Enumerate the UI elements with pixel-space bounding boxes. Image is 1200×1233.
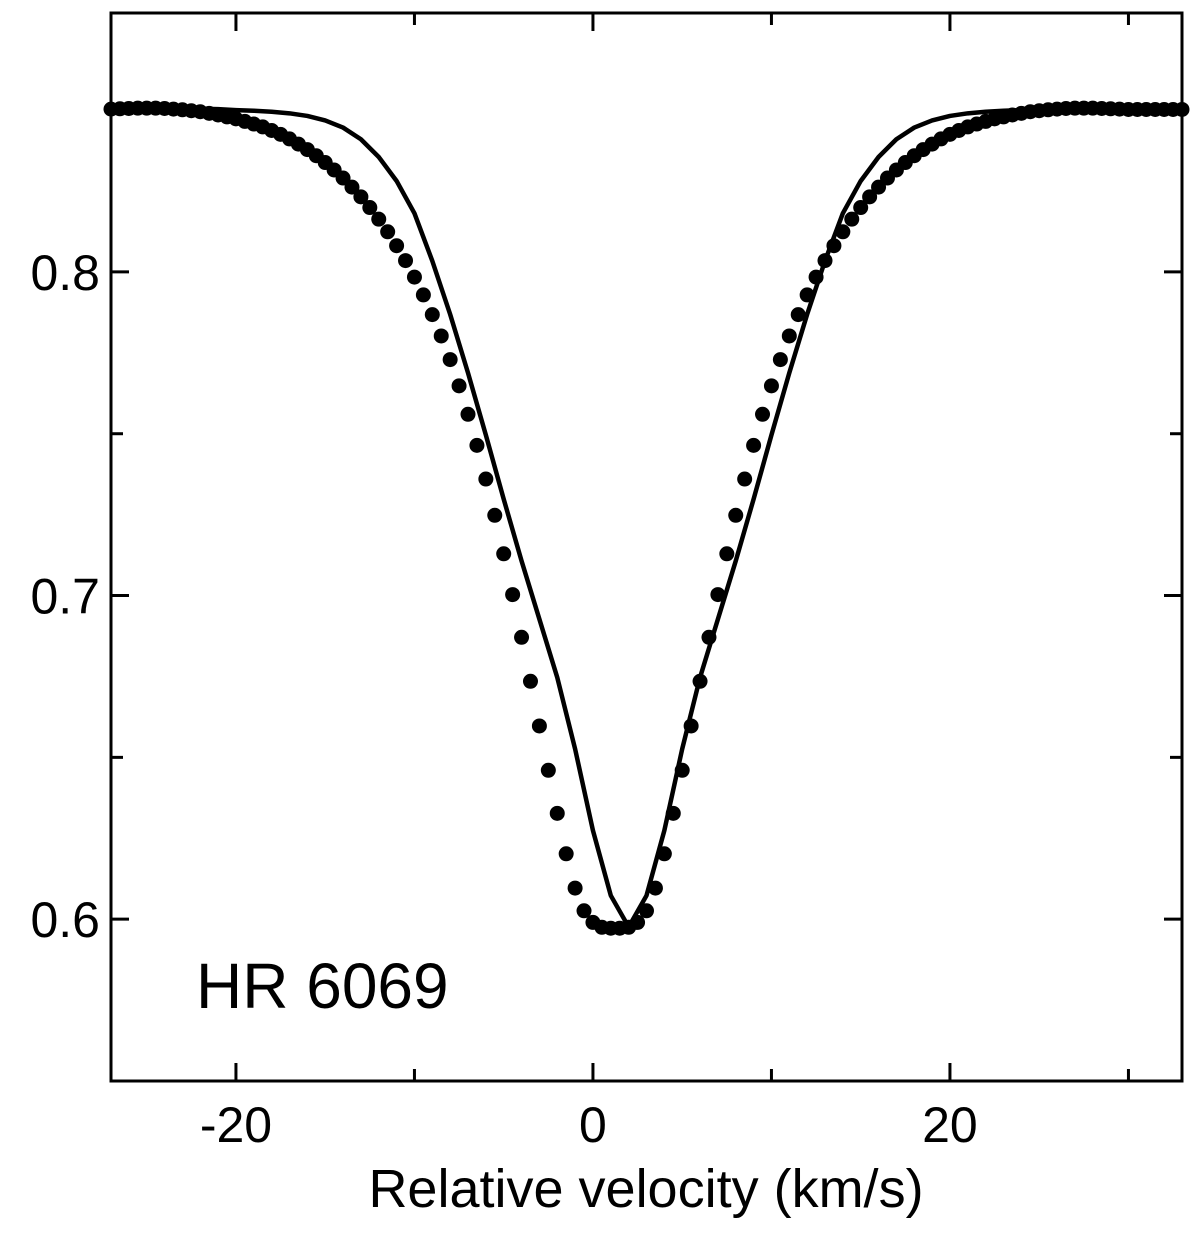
- data-point: [630, 914, 646, 930]
- y-tick-label: 0.8: [30, 245, 100, 301]
- data-point: [674, 762, 690, 778]
- data-point: [353, 189, 369, 205]
- data-point: [514, 629, 530, 645]
- data-point: [487, 507, 503, 523]
- data-point: [558, 846, 574, 862]
- model-series: [108, 106, 1185, 930]
- data-point: [567, 880, 583, 896]
- data-point: [808, 269, 824, 285]
- data-point: [469, 437, 485, 453]
- data-point: [853, 200, 869, 216]
- data-point: [371, 211, 387, 227]
- data-point: [442, 352, 458, 368]
- x-tick-label: 0: [579, 1097, 607, 1153]
- data-point: [1174, 101, 1190, 117]
- data-point: [505, 587, 521, 603]
- data-point: [692, 673, 708, 689]
- data-point: [755, 406, 771, 422]
- y-tick-label: 0.7: [30, 569, 100, 625]
- data-point: [460, 406, 476, 422]
- data-point: [719, 546, 735, 562]
- data-point: [746, 437, 762, 453]
- star-label: HR 6069: [196, 950, 449, 1022]
- data-point: [817, 253, 833, 269]
- data-point: [496, 546, 512, 562]
- data-point: [826, 238, 842, 254]
- data-point: [683, 718, 699, 734]
- data-point: [406, 269, 422, 285]
- data-point: [656, 846, 672, 862]
- data-point: [380, 224, 396, 240]
- data-point: [549, 805, 565, 821]
- data-point: [772, 352, 788, 368]
- data-point: [362, 200, 378, 216]
- data-point: [835, 224, 851, 240]
- observed-series: [103, 100, 1190, 936]
- data-point: [639, 903, 654, 919]
- data-point: [844, 211, 860, 227]
- data-point: [433, 328, 449, 344]
- data-point: [576, 903, 592, 919]
- data-point: [701, 629, 717, 645]
- data-point: [665, 805, 681, 821]
- data-point: [415, 287, 431, 303]
- data-point: [478, 471, 494, 487]
- data-point: [389, 238, 405, 254]
- x-axis-title: Relative velocity (km/s): [368, 1159, 923, 1219]
- data-point: [790, 307, 806, 323]
- data-point: [710, 587, 726, 603]
- plot-frame: [109, 11, 1184, 1083]
- y-tick-label: 0.6: [30, 892, 100, 948]
- data-point: [737, 471, 753, 487]
- data-point: [522, 673, 538, 689]
- data-point: [451, 378, 467, 394]
- x-tick-label: -20: [200, 1097, 272, 1153]
- data-point: [728, 507, 744, 523]
- data-point: [781, 328, 797, 344]
- data-point: [647, 880, 663, 896]
- x-tick-label: 20: [922, 1097, 978, 1153]
- data-point: [540, 762, 556, 778]
- data-point: [799, 287, 815, 303]
- axis-ticks: -20 0 20 0.6 0.7 0.8: [30, 13, 1182, 1153]
- data-point: [398, 253, 414, 269]
- model-line: [108, 106, 1185, 930]
- data-point: [862, 189, 878, 205]
- data-point: [424, 307, 440, 323]
- data-point: [344, 179, 360, 195]
- data-point: [531, 718, 547, 734]
- data-point: [763, 378, 779, 394]
